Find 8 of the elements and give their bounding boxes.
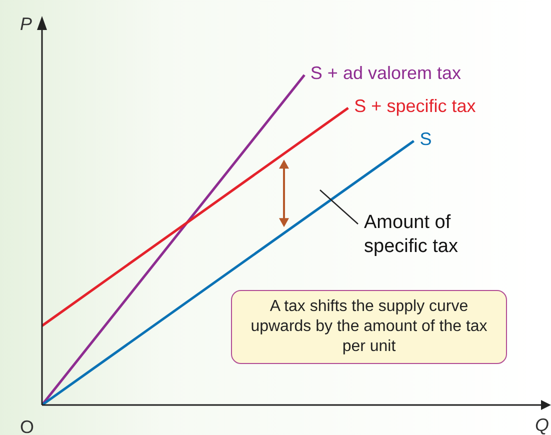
annotation: Amount of specific tax	[364, 211, 459, 259]
series-label: S + specific tax	[354, 96, 476, 116]
text: O	[20, 417, 34, 435]
series-label: S	[420, 129, 432, 150]
y-axis-title: P	[20, 14, 32, 34]
series-label: S + ad valorem tax	[310, 63, 462, 84]
annotation: A tax shifts the supply curve upwards by the amount of the tax per unit	[231, 290, 507, 364]
x-axis-title: Q	[535, 415, 550, 435]
